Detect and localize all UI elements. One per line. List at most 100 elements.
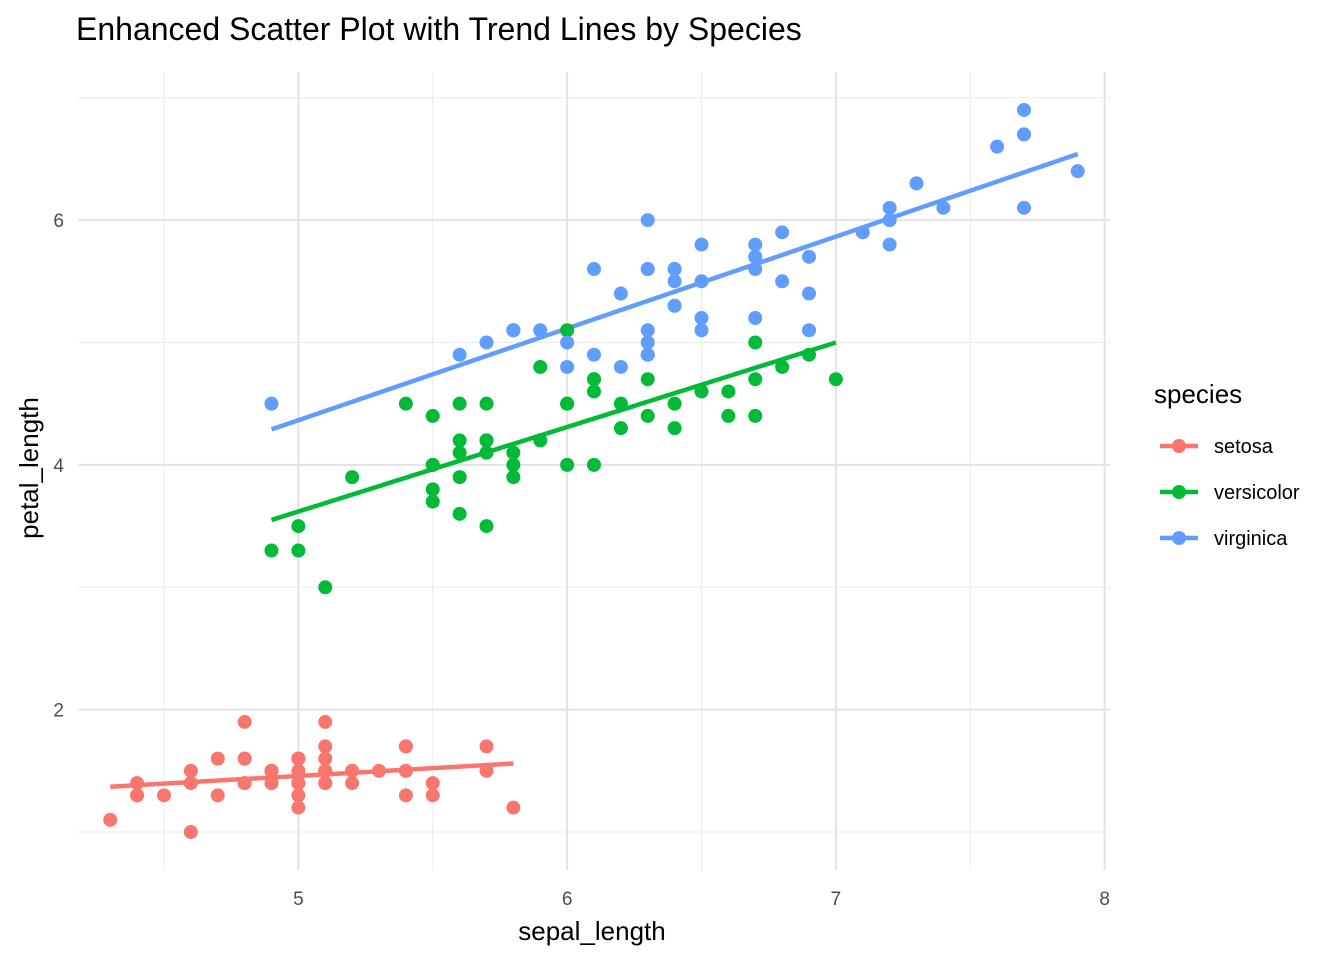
data-point-versicolor bbox=[721, 384, 736, 399]
data-point-versicolor bbox=[479, 433, 494, 448]
data-point-setosa bbox=[479, 739, 494, 754]
chart-title: Enhanced Scatter Plot with Trend Lines b… bbox=[76, 11, 802, 47]
y-tick-labels: 2 4 6 bbox=[53, 211, 64, 722]
data-point-setosa bbox=[237, 714, 252, 729]
data-point-setosa bbox=[318, 763, 333, 778]
data-point-virginica bbox=[640, 213, 655, 228]
data-point-setosa bbox=[237, 776, 252, 791]
legend-label-setosa: setosa bbox=[1214, 436, 1274, 458]
x-tick-label: 8 bbox=[1099, 889, 1110, 910]
data-point-virginica bbox=[640, 323, 655, 338]
data-point-virginica bbox=[264, 396, 279, 411]
data-point-setosa bbox=[372, 763, 386, 778]
legend-key-point-versicolor bbox=[1172, 485, 1186, 499]
data-point-versicolor bbox=[452, 445, 467, 460]
data-point-setosa bbox=[291, 776, 306, 791]
data-point-versicolor bbox=[613, 421, 628, 436]
data-point-versicolor bbox=[345, 470, 360, 485]
data-point-setosa bbox=[318, 751, 333, 766]
data-point-setosa bbox=[318, 714, 333, 729]
data-point-setosa bbox=[291, 751, 306, 766]
data-point-versicolor bbox=[721, 408, 736, 423]
x-axis-title: sepal_length bbox=[518, 916, 665, 946]
y-tick-label: 6 bbox=[53, 211, 64, 232]
data-points bbox=[103, 102, 1085, 840]
data-point-virginica bbox=[640, 335, 655, 350]
data-point-versicolor bbox=[694, 384, 709, 399]
legend-key-point-virginica bbox=[1172, 531, 1186, 545]
x-tick-label: 6 bbox=[562, 889, 573, 910]
data-point-setosa bbox=[291, 788, 306, 803]
data-point-versicolor bbox=[775, 359, 790, 374]
data-point-versicolor bbox=[264, 543, 279, 558]
data-point-versicolor bbox=[667, 396, 682, 411]
grid-minor bbox=[78, 72, 1110, 870]
data-point-versicolor bbox=[828, 372, 843, 387]
data-point-versicolor bbox=[479, 519, 494, 534]
data-point-virginica bbox=[748, 237, 763, 252]
data-point-virginica bbox=[560, 359, 575, 374]
data-point-virginica bbox=[667, 274, 682, 289]
data-point-virginica bbox=[1017, 200, 1031, 215]
data-point-versicolor bbox=[587, 384, 601, 399]
data-point-versicolor bbox=[425, 482, 440, 497]
data-point-virginica bbox=[882, 200, 897, 215]
data-point-versicolor bbox=[560, 457, 575, 472]
data-point-versicolor bbox=[533, 359, 548, 374]
data-point-virginica bbox=[667, 298, 682, 313]
data-point-virginica bbox=[452, 347, 467, 362]
data-point-versicolor bbox=[425, 408, 440, 423]
data-point-versicolor bbox=[452, 396, 467, 411]
x-tick-label: 5 bbox=[293, 889, 304, 910]
data-point-virginica bbox=[775, 274, 790, 289]
data-point-versicolor bbox=[479, 445, 494, 460]
data-point-virginica bbox=[533, 323, 548, 338]
data-point-virginica bbox=[802, 323, 816, 338]
data-point-setosa bbox=[264, 776, 279, 791]
data-point-setosa bbox=[103, 812, 118, 827]
y-tick-label: 2 bbox=[53, 701, 64, 722]
data-point-virginica bbox=[640, 347, 655, 362]
legend: species setosa versicolor virginica bbox=[1154, 379, 1300, 550]
data-point-virginica bbox=[1070, 164, 1085, 179]
trend-lines bbox=[110, 151, 1079, 790]
data-point-virginica bbox=[587, 262, 601, 277]
data-point-virginica bbox=[694, 311, 709, 326]
data-point-versicolor bbox=[587, 372, 601, 387]
data-point-virginica bbox=[855, 225, 870, 240]
data-point-virginica bbox=[748, 311, 763, 326]
data-point-setosa bbox=[345, 776, 360, 791]
data-point-virginica bbox=[560, 335, 575, 350]
data-point-versicolor bbox=[452, 433, 467, 448]
data-point-virginica bbox=[694, 237, 709, 252]
y-tick-label: 4 bbox=[53, 456, 64, 477]
data-point-virginica bbox=[506, 323, 521, 338]
data-point-versicolor bbox=[748, 408, 763, 423]
data-point-virginica bbox=[775, 225, 790, 240]
data-point-setosa bbox=[291, 800, 306, 815]
trend-line-setosa bbox=[110, 761, 514, 790]
data-point-setosa bbox=[425, 776, 440, 791]
data-point-virginica bbox=[802, 286, 816, 301]
data-point-setosa bbox=[506, 800, 521, 815]
data-point-setosa bbox=[318, 739, 333, 754]
data-point-virginica bbox=[640, 262, 655, 277]
data-point-virginica bbox=[479, 335, 494, 350]
data-point-virginica bbox=[694, 323, 709, 338]
data-point-setosa bbox=[183, 776, 198, 791]
data-point-setosa bbox=[264, 763, 279, 778]
data-point-virginica bbox=[1017, 127, 1031, 142]
data-point-virginica bbox=[694, 274, 709, 289]
data-point-setosa bbox=[318, 776, 333, 791]
data-point-versicolor bbox=[291, 519, 306, 534]
data-point-versicolor bbox=[452, 506, 467, 521]
data-point-setosa bbox=[398, 788, 413, 803]
data-point-virginica bbox=[936, 200, 951, 215]
data-point-versicolor bbox=[452, 470, 467, 485]
data-point-setosa bbox=[479, 763, 494, 778]
x-tick-labels: 5 6 7 8 bbox=[293, 889, 1110, 910]
data-point-virginica bbox=[882, 213, 897, 228]
data-point-virginica bbox=[1017, 102, 1031, 117]
data-point-versicolor bbox=[506, 457, 521, 472]
data-point-versicolor bbox=[560, 396, 575, 411]
